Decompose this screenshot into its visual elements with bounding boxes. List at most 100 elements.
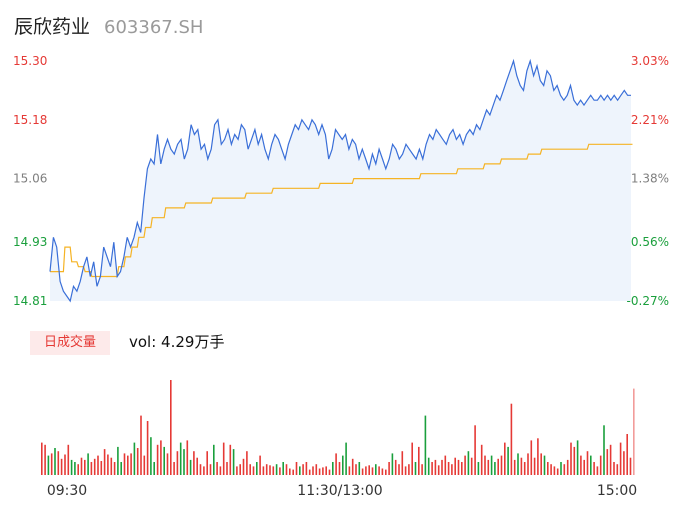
volume-bar [299,466,301,475]
volume-bar [523,462,526,475]
volume-bar [229,444,232,475]
volume-bar [312,466,314,475]
volume-bar [513,459,516,475]
volume-bar [424,415,427,475]
volume-bar [318,468,321,475]
volume-bar [613,462,615,475]
volume-bar [556,468,559,475]
volume-bar [113,462,116,475]
volume-bar [358,462,361,475]
volume-bar [206,451,208,475]
volume-bar [189,459,192,475]
volume-bar [213,444,215,475]
volume-bar [47,455,50,475]
volume-bar [219,466,222,475]
volume-bar [335,453,337,475]
volume-bar [570,442,572,475]
volume-bar [183,449,185,475]
volume-bar [447,462,450,475]
time-tick-label: 15:00 [597,483,637,499]
volume-bar [404,466,407,475]
volume-bar [590,455,592,475]
volume-bar [421,464,423,475]
percent-tick-label: 2.21% [631,113,669,127]
percent-axis-labels: 3.03% 2.21% 1.38% 0.56% -0.27% [627,54,669,308]
volume-bar [375,464,377,475]
volume-bar [583,459,585,475]
volume-bar [603,425,605,475]
volume-bar [97,455,99,475]
volume-bar [123,453,126,475]
volume-bar [193,451,195,475]
volume-bar [156,444,159,475]
volume-bar [553,466,556,475]
price-area-fill [50,61,631,301]
volume-bar [100,461,103,475]
volume-bar [434,459,437,475]
volume-bar [576,440,579,475]
volume-bar [60,458,63,475]
volume-bar [510,403,513,475]
volume-bar [50,453,53,475]
volume-bar [127,455,129,475]
volume-bar [497,458,499,475]
price-tick-label: 15.18 [13,113,47,127]
time-tick-label: 11:30/13:00 [297,483,382,499]
volume-bar [494,462,496,475]
volume-bar [216,462,218,475]
volume-bar [272,466,275,475]
volume-bar [275,464,278,475]
price-tick-label: 15.06 [13,172,47,186]
volume-bar [457,459,460,475]
volume-bar [427,457,430,475]
volume-bar [322,467,324,475]
price-tick-label: 15.30 [13,54,47,68]
volume-bar [222,442,225,475]
volume-bar [477,462,480,475]
volume-bar [470,457,473,475]
percent-tick-label: -0.27% [627,294,669,308]
volume-bar [431,462,433,475]
volume-bar [520,457,523,475]
volume-bar [484,455,486,475]
volume-bar [408,464,410,475]
volume-bar [256,462,258,475]
volume-bar [117,446,119,475]
volume-bar [239,464,241,475]
volume-bar [381,468,384,475]
volume-bar [580,455,582,475]
price-tick-label: 14.93 [13,235,47,249]
volume-bar [70,459,73,475]
volume-bar [146,421,149,475]
volume-bar [490,455,493,475]
volume-bar [74,462,76,475]
volume-bar [209,464,212,475]
stock-code: 603367.SH [104,17,204,38]
volume-bar [563,464,566,475]
volume-bar [295,462,298,475]
volume-bar [596,466,599,475]
volume-bar [173,462,175,475]
volume-bar [153,462,155,475]
volume-bar [90,462,93,475]
volume-bar [351,458,354,475]
volume-bar [507,446,509,475]
volume-bar [573,446,576,475]
volume-bar [560,462,562,475]
volume-bar [226,462,228,475]
volume-bar [371,467,374,475]
volume-bar [140,415,142,475]
volume-bar [259,455,261,475]
volume-bar [163,446,165,475]
volume-summary: vol: 4.29万手 [129,333,225,351]
volume-bar [103,449,106,475]
volume-bar [44,444,46,475]
volume-bar [107,454,109,475]
volume-tab[interactable]: 日成交量 [30,331,110,355]
volume-bar [338,462,341,475]
time-axis-labels: 09:30 11:30/13:00 15:00 [47,483,637,499]
volume-bar [110,457,113,475]
volume-bar [186,440,189,475]
volume-bar [566,459,569,475]
volume-bar [282,462,284,475]
